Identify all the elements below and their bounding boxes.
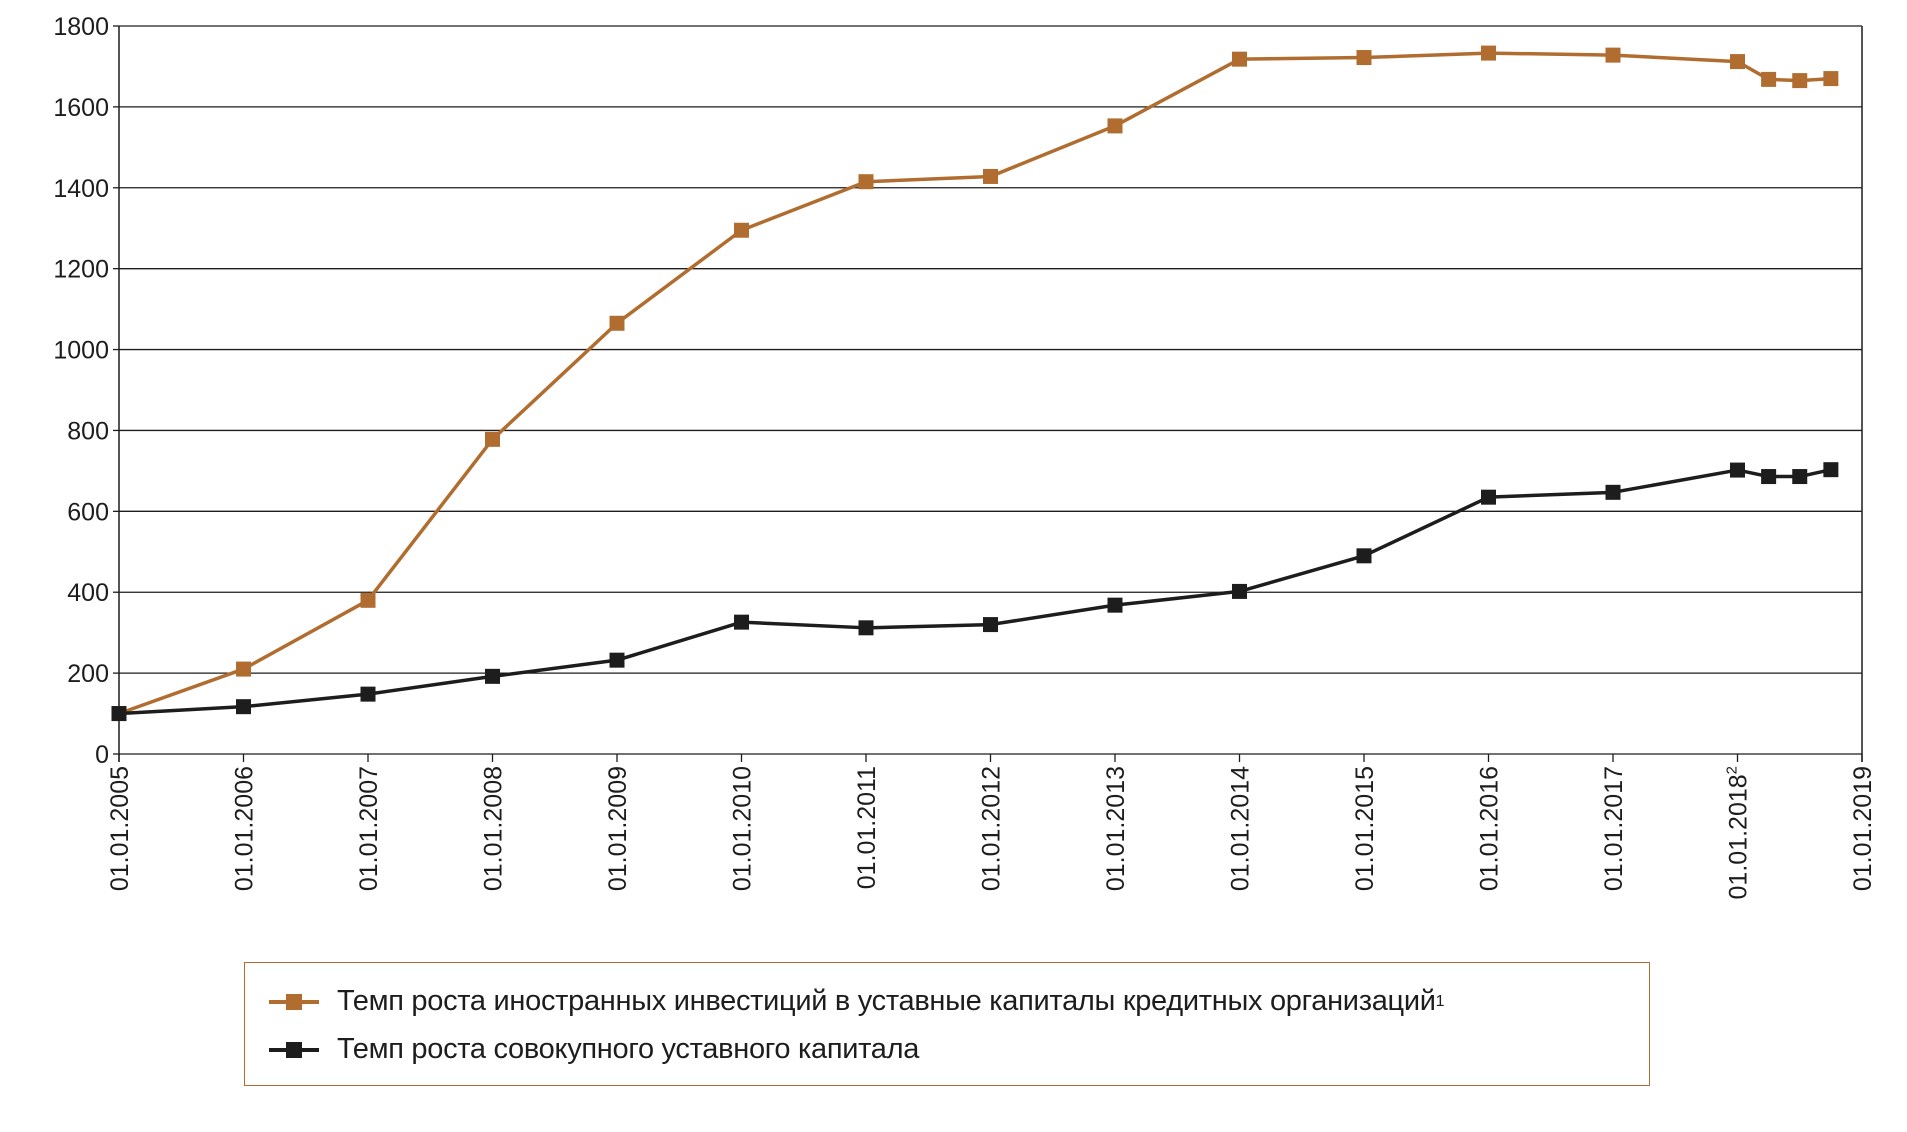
- data-point-marker: [1605, 484, 1621, 500]
- y-tick-label: 400: [67, 579, 109, 607]
- data-point-marker: [609, 652, 625, 668]
- data-point-marker: [1605, 47, 1621, 63]
- x-tick-label: 01.01.20182: [1724, 766, 1753, 899]
- data-point-marker: [1107, 597, 1123, 613]
- data-point-marker: [1792, 469, 1808, 485]
- data-point-marker: [1107, 118, 1123, 134]
- legend: Темп роста иностранных инвестиций в уста…: [244, 962, 1650, 1086]
- data-point-marker: [609, 315, 625, 331]
- data-point-marker: [983, 617, 998, 633]
- y-tick-label: 1400: [53, 175, 109, 203]
- data-point-marker: [1823, 462, 1839, 478]
- x-tick-label: 01.01.2013: [1102, 766, 1130, 891]
- data-point-marker: [360, 592, 376, 608]
- data-point-marker: [1481, 489, 1496, 505]
- x-tick-label: 01.01.2009: [604, 766, 632, 891]
- legend-item-foreign-investment: Темп роста иностранных инвестиций в уста…: [269, 985, 1445, 1018]
- data-point-marker: [485, 431, 500, 447]
- x-tick-label: 01.01.2006: [231, 766, 259, 891]
- data-point-marker: [1823, 71, 1839, 87]
- data-point-marker: [485, 668, 500, 684]
- data-point-marker: [734, 614, 749, 630]
- data-point-marker: [111, 706, 127, 722]
- y-tick-label: 800: [67, 417, 109, 445]
- series-line-0: [118, 51, 1831, 716]
- y-tick-label: 1800: [53, 13, 109, 41]
- legend-footnote: 1: [1435, 992, 1445, 1010]
- data-point-marker: [360, 686, 376, 702]
- data-point-marker: [734, 222, 749, 238]
- data-point-marker: [1730, 462, 1745, 478]
- y-tick-label: 1600: [53, 94, 109, 122]
- data-point-marker: [236, 661, 251, 677]
- y-tick-label: 1200: [53, 256, 109, 284]
- x-tick-label: 01.01.2017: [1600, 766, 1628, 891]
- x-tick-label: 01.01.2008: [480, 766, 508, 891]
- x-tick-label: 01.01.2005: [106, 766, 134, 891]
- x-tick-label: 01.01.2012: [978, 766, 1006, 891]
- data-point-marker: [1792, 73, 1808, 89]
- data-point-marker: [1730, 54, 1745, 70]
- x-tick-footnote: 2: [1724, 766, 1741, 774]
- legend-label: Темп роста совокупного уставного капитал…: [337, 1033, 920, 1065]
- x-tick-label: 01.01.2011: [853, 766, 881, 889]
- data-point-marker: [1356, 548, 1372, 564]
- data-point-marker: [236, 699, 251, 715]
- data-point-marker: [1761, 71, 1777, 87]
- y-tick-label: 600: [67, 498, 109, 526]
- data-point-marker: [1761, 469, 1777, 485]
- data-point-marker: [1356, 50, 1372, 66]
- x-tick-label: 01.01.2010: [729, 766, 757, 891]
- y-tick-label: 0: [95, 741, 109, 769]
- x-tick-label: 01.01.2016: [1476, 766, 1504, 891]
- data-point-marker: [1232, 583, 1247, 599]
- legend-swatch-black-square-icon: [269, 1040, 319, 1060]
- data-point-marker: [1481, 45, 1496, 61]
- y-tick-label: 1000: [53, 337, 109, 365]
- legend-label: Темп роста иностранных инвестиций в уста…: [337, 985, 1436, 1017]
- x-tick-label: 01.01.2014: [1227, 766, 1255, 891]
- data-point-marker: [858, 174, 874, 190]
- data-point-marker: [858, 620, 874, 636]
- x-tick-label: 01.01.2019: [1849, 766, 1877, 891]
- x-tick-label: 01.01.2007: [355, 766, 383, 891]
- legend-item-total-capital: Темп роста совокупного уставного капитал…: [269, 1033, 919, 1066]
- legend-swatch-orange-square-icon: [269, 992, 319, 1012]
- y-tick-label: 200: [67, 660, 109, 688]
- data-point-marker: [983, 168, 998, 184]
- x-tick-label: 01.01.2015: [1351, 766, 1379, 891]
- data-point-marker: [1232, 51, 1247, 67]
